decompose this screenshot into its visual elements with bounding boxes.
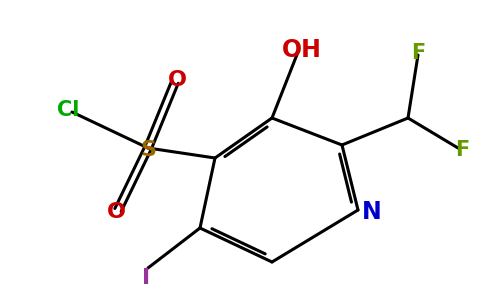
Text: F: F xyxy=(455,140,469,160)
Text: OH: OH xyxy=(282,38,322,62)
Text: I: I xyxy=(142,268,150,288)
Text: O: O xyxy=(167,70,186,90)
Text: S: S xyxy=(140,140,156,160)
Text: O: O xyxy=(106,202,125,222)
Text: F: F xyxy=(411,43,425,63)
Text: Cl: Cl xyxy=(57,100,79,120)
Text: N: N xyxy=(362,200,382,224)
